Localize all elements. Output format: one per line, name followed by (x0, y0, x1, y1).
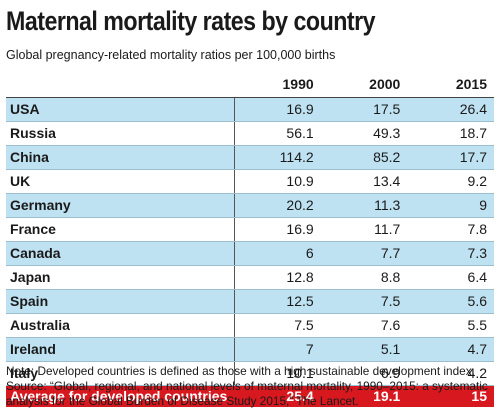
column-header: 2015 (407, 71, 494, 98)
average-value: 25.4 (233, 385, 321, 407)
table-row: Russia 56.1 49.3 18.7 (6, 121, 494, 146)
mortality-value: 20.2 (233, 193, 321, 218)
average-row: Average for developed countries 25.4 19.… (6, 385, 494, 407)
mortality-value: 7.3 (407, 241, 494, 266)
mortality-value: 7.7 (320, 241, 408, 266)
table-row: Germany 20.2 11.3 9 (6, 193, 494, 218)
mortality-value: 7.5 (320, 289, 408, 314)
average-value: 19.1 (320, 385, 408, 407)
table-row: China 114.2 85.2 17.7 (6, 145, 494, 170)
chart-subtitle: Global pregnancy-related mortality ratio… (6, 48, 336, 62)
column-header: 1990 (234, 71, 321, 98)
table-row: Canada 6 7.7 7.3 (6, 241, 494, 266)
mortality-table: 1990 2000 2015 USA 16.9 17.5 26.4 Russia 56.1… (6, 71, 494, 407)
mortality-value: 11.7 (320, 217, 408, 242)
mortality-value: 17.7 (407, 145, 494, 170)
header-row: 1990 2000 2015 (6, 71, 494, 98)
table-row: France 16.9 11.7 7.8 (6, 217, 494, 242)
mortality-value: 4.7 (407, 337, 494, 362)
table-row: Italy 10.1 6.9 4.2 (6, 361, 494, 386)
mortality-value: 5.6 (407, 289, 494, 314)
table-row: Spain 12.5 7.5 5.6 (6, 289, 494, 314)
mortality-value: 5.1 (320, 337, 408, 362)
mortality-value: 12.5 (233, 289, 321, 314)
mortality-value: 9.2 (407, 169, 494, 194)
mortality-value: 6.4 (407, 265, 494, 290)
mortality-value: 7.5 (233, 313, 321, 338)
source-note: Note: Developed countries is defined as … (6, 364, 488, 408)
mortality-value: 18.7 (407, 121, 494, 146)
mortality-value: 12.8 (233, 265, 321, 290)
mortality-value: 16.9 (233, 97, 321, 122)
country-name: Spain (6, 289, 234, 314)
average-value: 15 (407, 385, 494, 407)
mortality-value: 7.6 (320, 313, 408, 338)
mortality-value: 56.1 (233, 121, 321, 146)
average-label: Average for developed countries (6, 385, 234, 407)
table-row: Japan 12.8 8.8 6.4 (6, 265, 494, 290)
mortality-value: 85.2 (320, 145, 408, 170)
country-name: Italy (6, 361, 234, 386)
mortality-value: 26.4 (407, 97, 494, 122)
mortality-value: 5.5 (407, 313, 494, 338)
mortality-value: 9 (407, 193, 494, 218)
table-row: Australia 7.5 7.6 5.5 (6, 313, 494, 338)
mortality-value: 17.5 (320, 97, 408, 122)
mortality-value: 6 (233, 241, 321, 266)
header-country-blank (6, 71, 234, 98)
country-name: Japan (6, 265, 234, 290)
mortality-value: 11.3 (320, 193, 408, 218)
country-name: USA (6, 97, 234, 122)
country-name: Germany (6, 193, 234, 218)
mortality-value: 7 (233, 337, 321, 362)
mortality-value: 10.9 (233, 169, 321, 194)
mortality-value: 13.4 (320, 169, 408, 194)
mortality-value: 7.8 (407, 217, 494, 242)
mortality-value: 114.2 (233, 145, 321, 170)
country-name: Ireland (6, 337, 234, 362)
column-header: 2000 (320, 71, 408, 98)
mortality-value: 10.1 (233, 361, 321, 386)
country-name: China (6, 145, 234, 170)
mortality-value: 4.2 (407, 361, 494, 386)
country-name: Canada (6, 241, 234, 266)
mortality-value: 6.9 (320, 361, 408, 386)
mortality-value: 16.9 (233, 217, 321, 242)
country-name: France (6, 217, 234, 242)
mortality-value: 8.8 (320, 265, 408, 290)
chart-title: Maternal mortality rates by country (6, 6, 376, 36)
table-row: USA 16.9 17.5 26.4 (6, 97, 494, 122)
country-name: Australia (6, 313, 234, 338)
mortality-value: 49.3 (320, 121, 408, 146)
country-name: UK (6, 169, 234, 194)
country-name: Russia (6, 121, 234, 146)
table-row: Ireland 7 5.1 4.7 (6, 337, 494, 362)
table-body: USA 16.9 17.5 26.4 Russia 56.1 49.3 18.7 China 11… (6, 97, 494, 386)
table-row: UK 10.9 13.4 9.2 (6, 169, 494, 194)
